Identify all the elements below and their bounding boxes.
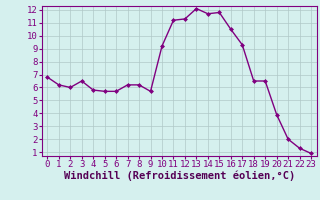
X-axis label: Windchill (Refroidissement éolien,°C): Windchill (Refroidissement éolien,°C) [64,171,295,181]
